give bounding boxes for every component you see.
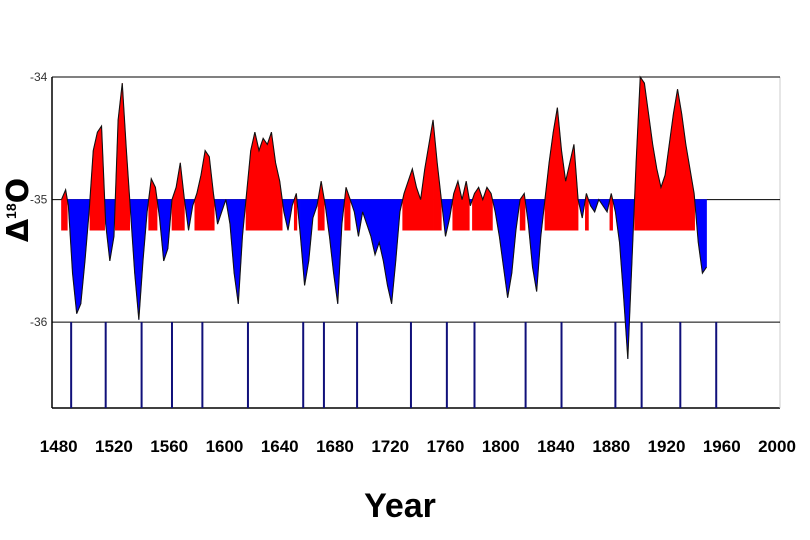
x-axis-title: Year (364, 487, 436, 525)
negative-area (499, 199, 504, 268)
negative-area (697, 199, 703, 274)
negative-area (374, 199, 380, 255)
y-tick-label: -36 (30, 315, 48, 329)
positive-area (121, 83, 127, 231)
y-axis-title-text: Δ18O (1, 178, 36, 242)
x-tick-labels: 1480 1520 1560 1600 1640 1680 1720 1760 1800 1840… (40, 437, 796, 456)
y-tick-labels: -34 -35 -36 (30, 70, 48, 329)
positive-area (474, 186, 479, 231)
y-tick-label: -34 (30, 70, 48, 84)
positive-area (262, 137, 268, 231)
negative-area (702, 199, 707, 275)
positive-area (208, 156, 214, 231)
negative-area (362, 199, 368, 225)
x-tick-label: 1800 (482, 437, 520, 456)
x-tick-label: 1840 (537, 437, 575, 456)
y-axis-title-prefix: Δ (1, 218, 36, 242)
negative-area (329, 199, 334, 274)
x-tick-label: 1760 (427, 437, 465, 456)
positive-area (486, 186, 492, 231)
x-tick-label: 1480 (40, 437, 78, 456)
y-axis-title-superscript: 18 (3, 203, 19, 219)
positive-area (266, 132, 272, 231)
y-tick-label: -35 (30, 193, 48, 207)
negative-area (80, 199, 86, 304)
y-axis-title: Δ18O (1, 178, 36, 242)
series-line (60, 75, 708, 360)
y-axis-title-suffix: O (1, 178, 36, 204)
positive-area (204, 149, 210, 231)
negative-area (445, 199, 450, 237)
positive-area (97, 125, 102, 231)
negative-area (138, 199, 144, 320)
negative-area (76, 199, 82, 314)
negative-area (391, 199, 397, 304)
positive-area (420, 168, 426, 231)
x-tick-label: 1720 (371, 437, 409, 456)
x-tick-label: 1880 (592, 437, 630, 456)
x-tick-label: 1920 (648, 437, 686, 456)
data-outline (60, 75, 708, 360)
negative-area (217, 199, 223, 225)
positive-area (660, 174, 666, 231)
positive-area (428, 119, 434, 231)
positive-area (639, 76, 645, 231)
x-tick-label: 1560 (150, 437, 188, 456)
event-bars (70, 322, 718, 408)
x-tick-label: 1960 (703, 437, 741, 456)
positive-area (258, 138, 264, 231)
x-tick-label: 1680 (316, 437, 354, 456)
x-tick-label: 1640 (261, 437, 299, 456)
x-tick-label: 2000 (758, 437, 796, 456)
data-areas (61, 76, 707, 359)
x-tick-label: 1600 (206, 437, 244, 456)
x-tick-label: 1520 (95, 437, 133, 456)
plot-frame (51, 77, 781, 409)
positive-area (569, 144, 575, 231)
